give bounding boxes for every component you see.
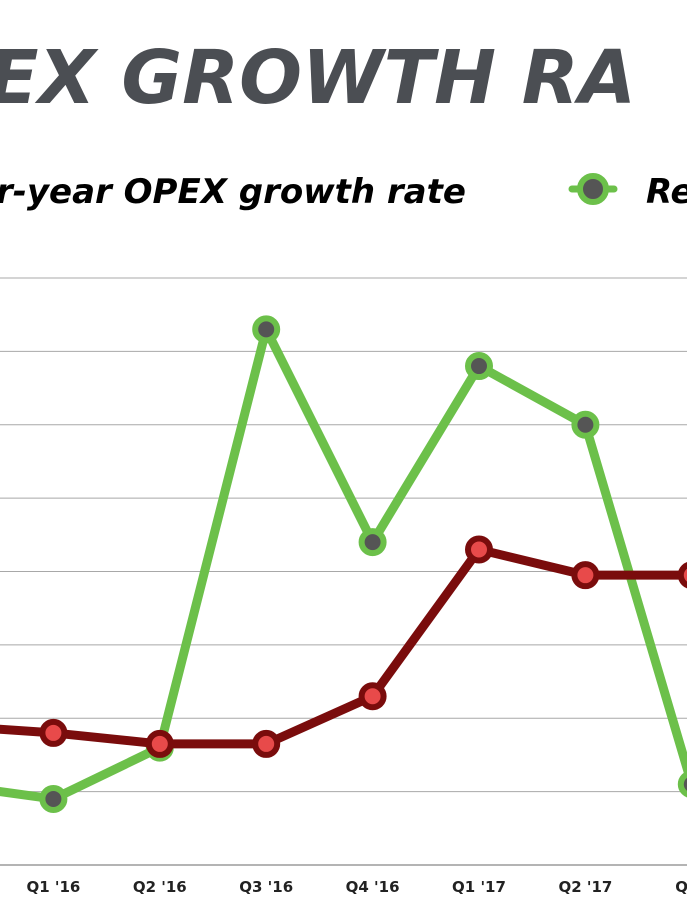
x-tick-label: Q4 '16	[346, 878, 400, 896]
series-0	[0, 535, 687, 758]
data-point	[39, 784, 68, 813]
series-line-1	[0, 324, 687, 804]
data-point	[571, 410, 600, 439]
data-point	[677, 562, 687, 589]
chart-title: EX GROWTH RA	[0, 35, 636, 121]
x-tick-label: Q2 '16	[133, 878, 187, 896]
legend-label-opex: r-year OPEX growth rate	[0, 172, 466, 212]
data-point	[571, 561, 600, 590]
series-line-0	[0, 544, 687, 749]
data-point	[465, 352, 493, 381]
series-layer	[0, 315, 687, 813]
data-point	[252, 315, 281, 344]
data-point	[677, 771, 687, 798]
series-1	[0, 315, 687, 813]
x-tick-label: Q3 '	[675, 878, 687, 896]
legend-marker-revenue	[577, 173, 609, 205]
legend-label-revenue: Re	[646, 172, 687, 212]
x-tick-label: Q2 '17	[558, 878, 612, 896]
data-point	[358, 528, 387, 557]
data-point	[252, 729, 281, 758]
x-tick-label: Q3 '16	[239, 878, 293, 896]
data-point	[145, 729, 174, 758]
gridlines	[0, 277, 687, 866]
data-point	[39, 718, 68, 747]
data-point	[358, 682, 387, 711]
x-axis-ticks: Q1 '16 Q2 '16 Q3 '16 Q4 '16 Q1 '17 Q2 '17 Q3 '	[26, 878, 687, 896]
data-point	[465, 535, 493, 564]
legend: r-year OPEX growth rate Re	[0, 172, 687, 212]
x-tick-label: Q1 '16	[26, 878, 80, 896]
x-tick-label: Q1 '17	[452, 878, 506, 896]
